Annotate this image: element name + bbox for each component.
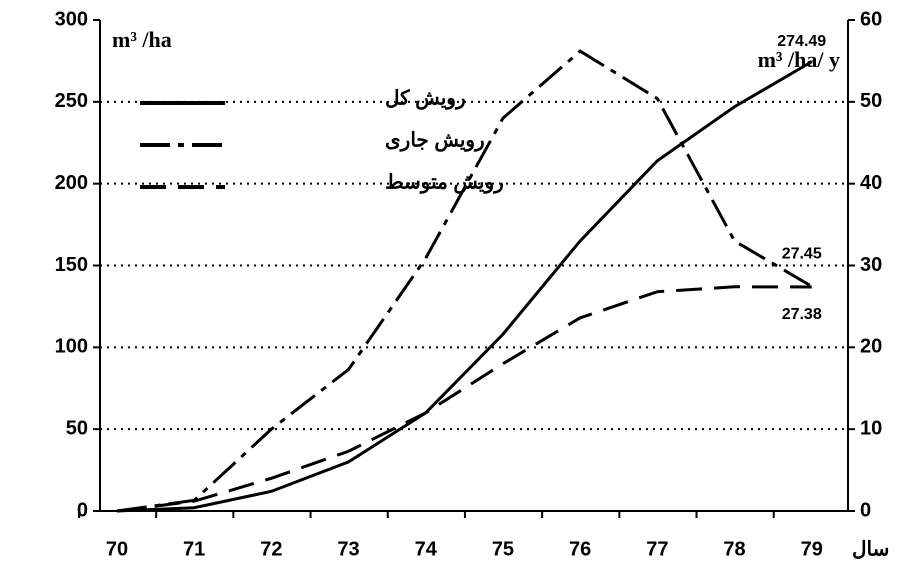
x-tick-label: 72 [260,538,282,560]
y-axis-label: m³ /ha [112,27,172,52]
x-tick-label: 77 [646,538,668,560]
y2-tick-label: 60 [860,8,882,30]
x-tick-label: 74 [415,538,438,560]
y-tick-label: 150 [55,254,88,276]
data-label: 27.38 [782,306,822,323]
series-line [116,285,812,513]
y2-tick-label: 30 [860,254,882,276]
series-line [116,49,813,513]
x-tick-label: 79 [801,538,823,560]
y-tick-label: 250 [55,90,88,112]
x-tick-label: 73 [337,538,359,560]
legend-label: رویش جاری [385,129,485,152]
y2-tick-label: 50 [860,90,882,112]
y2-tick-label: 20 [860,336,882,358]
x-tick-label: 76 [569,538,591,560]
y-tick-label: 0 [77,499,88,521]
y2-tick-label: 40 [860,172,882,194]
data-label: 27.45 [782,246,822,263]
y2-tick-label: 10 [860,417,882,439]
x-axis-label: سال [852,538,889,560]
y-tick-label: 50 [66,417,88,439]
y-tick-label: 200 [55,172,88,194]
x-tick-label: 70 [106,538,128,560]
legend-label: رویش کل [385,87,466,110]
x-tick-label: 78 [723,538,745,560]
y-tick-label: 300 [55,8,88,30]
y2-tick-label: 0 [860,499,871,521]
x-tick-label: 71 [183,538,205,560]
series-line [116,60,813,513]
y-tick-label: 100 [55,336,88,358]
x-tick-label: 75 [492,538,514,560]
data-label: 274.49 [777,33,826,50]
legend-label: رویش متوسط [385,171,504,194]
